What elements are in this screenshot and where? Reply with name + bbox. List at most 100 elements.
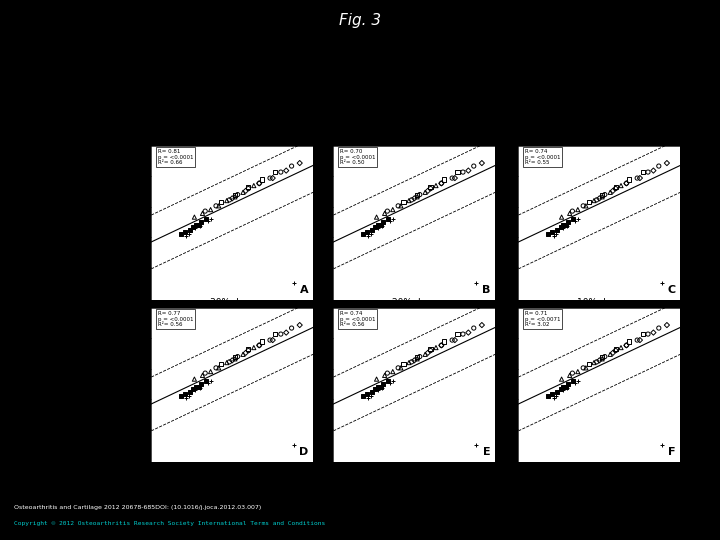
- Point: [607, 348, 618, 357]
- Text: B: B: [482, 285, 490, 295]
- Point: [436, 341, 447, 350]
- Point: [414, 190, 426, 199]
- Point: [642, 168, 654, 177]
- Text: C: C: [667, 285, 675, 295]
- Text: D: D: [299, 447, 308, 457]
- Point: [572, 205, 583, 214]
- Point: [366, 388, 377, 396]
- Text: wbLP: wbLP: [459, 463, 478, 472]
- Point: [605, 188, 616, 197]
- Point: [546, 390, 558, 399]
- Point: [596, 193, 608, 201]
- Point: [615, 181, 626, 190]
- Point: [319, 464, 330, 472]
- Point: [361, 228, 373, 237]
- Point: [281, 166, 292, 175]
- Point: [366, 230, 377, 238]
- Point: [243, 184, 254, 193]
- Point: [557, 386, 569, 395]
- Point: [567, 207, 578, 215]
- Point: [452, 168, 464, 177]
- Point: [580, 201, 592, 210]
- Point: [387, 376, 399, 385]
- Point: [610, 183, 621, 191]
- Point: [371, 213, 382, 221]
- Point: [599, 352, 611, 361]
- Point: [281, 328, 292, 337]
- Point: [187, 222, 199, 231]
- Point: [599, 190, 611, 199]
- Point: [200, 377, 212, 386]
- Point: [187, 384, 199, 393]
- Point: [406, 357, 418, 366]
- Point: [226, 356, 238, 364]
- Point: [446, 174, 458, 183]
- Point: [392, 201, 404, 210]
- Point: [179, 390, 190, 399]
- Point: [591, 357, 603, 366]
- Point: [361, 390, 373, 399]
- Point: [642, 330, 654, 339]
- Point: [224, 195, 235, 204]
- Point: [648, 166, 660, 175]
- Text: R= 0.70
p = <0.0001
R²= 0.50: R= 0.70 p = <0.0001 R²= 0.50: [340, 149, 375, 165]
- Point: [253, 179, 265, 188]
- Title: 30% dose: 30% dose: [210, 298, 254, 307]
- Y-axis label: CT Cartilage Attenuation
(Hounsfield units): CT Cartilage Attenuation (Hounsfield uni…: [123, 184, 134, 262]
- Text: Osteoarthritis and Cartilage 2012 20678-685DOI: (10.1016/j.joca.2012.03.007): Osteoarthritis and Cartilage 2012 20678-…: [14, 505, 261, 510]
- Point: [607, 186, 618, 195]
- Point: [240, 348, 251, 357]
- Point: [656, 441, 667, 449]
- Point: [463, 328, 474, 337]
- Text: pLC: pLC: [459, 480, 473, 489]
- Text: Copyright © 2012 Osteoarthritis Research Society International Terms and Conditi: Copyright © 2012 Osteoarthritis Research…: [14, 522, 325, 526]
- Point: [267, 174, 279, 183]
- Point: [319, 481, 330, 489]
- Point: [403, 358, 415, 367]
- Point: [181, 394, 192, 402]
- Point: [387, 367, 399, 376]
- Point: [363, 394, 374, 402]
- Point: [551, 388, 562, 396]
- Point: [476, 159, 487, 167]
- Point: [457, 168, 469, 177]
- Point: [289, 441, 300, 449]
- Point: [661, 321, 672, 329]
- Point: [436, 179, 447, 188]
- Point: [621, 341, 632, 350]
- Point: [189, 213, 200, 221]
- Point: [275, 330, 287, 339]
- Point: [267, 336, 279, 345]
- Point: [286, 324, 297, 333]
- Point: [436, 341, 447, 350]
- Point: [270, 330, 282, 339]
- Point: [200, 215, 212, 224]
- Point: [449, 336, 461, 345]
- Point: [583, 198, 595, 206]
- Point: [561, 220, 572, 229]
- Point: [183, 392, 194, 400]
- Point: [406, 195, 418, 204]
- Point: [554, 384, 566, 393]
- Point: [197, 371, 208, 380]
- Point: [564, 371, 575, 380]
- Point: [591, 195, 603, 204]
- Point: [570, 217, 581, 225]
- Point: [264, 336, 276, 345]
- Text: wbMP: wbMP: [343, 463, 366, 472]
- Point: [548, 232, 559, 240]
- Point: [457, 330, 469, 339]
- Point: [452, 330, 464, 339]
- Point: [175, 392, 186, 400]
- Point: [229, 190, 240, 199]
- Point: [253, 341, 265, 350]
- Point: [195, 380, 207, 389]
- Point: [557, 220, 569, 229]
- Point: [631, 336, 643, 345]
- Point: [294, 321, 305, 329]
- Point: [653, 324, 665, 333]
- Point: [557, 224, 569, 233]
- Point: [567, 377, 579, 386]
- Point: [248, 343, 260, 352]
- Point: [395, 363, 407, 372]
